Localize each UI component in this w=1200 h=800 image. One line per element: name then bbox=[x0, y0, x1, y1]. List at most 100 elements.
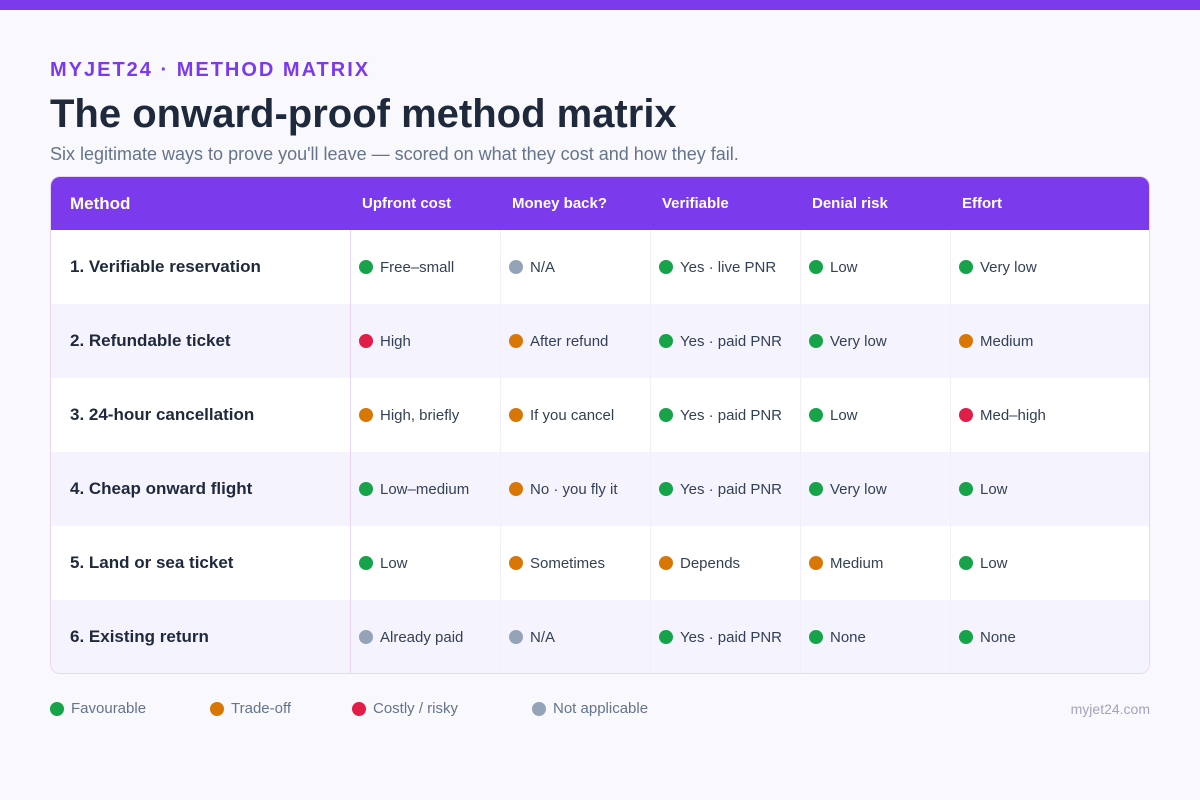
legend-item-costly-risky: Costly / risky bbox=[352, 700, 458, 717]
status-dot-icon bbox=[659, 334, 673, 348]
status-dot-icon bbox=[809, 260, 823, 274]
status-dot-icon bbox=[659, 556, 673, 570]
table-cell: Medium bbox=[801, 526, 951, 600]
page-subtitle: Six legitimate ways to prove you'll leav… bbox=[50, 144, 739, 164]
cell-value: After refund bbox=[530, 332, 609, 350]
table-cell: Low bbox=[951, 452, 1101, 526]
table-cell: Low bbox=[351, 526, 501, 600]
status-dot-icon bbox=[532, 701, 546, 716]
cell-value: High bbox=[380, 332, 411, 350]
status-dot-icon bbox=[809, 556, 823, 570]
cell-value: Already paid bbox=[380, 628, 464, 646]
cell-value: Yes · paid PNR bbox=[680, 480, 782, 498]
status-dot-icon bbox=[959, 630, 973, 644]
footer-url: myjet24.com bbox=[1070, 701, 1150, 717]
status-dot-icon bbox=[809, 482, 823, 496]
method-matrix-table: Method Upfront cost Money back? Verifiab… bbox=[50, 176, 1150, 674]
status-dot-icon bbox=[359, 408, 373, 422]
cell-value: Medium bbox=[830, 554, 884, 572]
status-dot-icon bbox=[359, 482, 373, 496]
table-cell: Very low bbox=[801, 304, 951, 378]
header-denial-risk: Denial risk bbox=[812, 195, 888, 212]
status-dot-icon bbox=[509, 408, 523, 422]
legend-label: Trade-off bbox=[231, 700, 292, 717]
method-name: 1. Verifiable reservation bbox=[51, 230, 351, 304]
cell-value: Yes · paid PNR bbox=[680, 332, 782, 350]
table-cell: Yes · paid PNR bbox=[651, 378, 801, 452]
method-name: 2. Refundable ticket bbox=[51, 304, 351, 378]
status-dot-icon bbox=[509, 260, 523, 274]
table-cell: N/A bbox=[501, 230, 651, 304]
table-cell: If you cancel bbox=[501, 378, 651, 452]
cell-value: Medium bbox=[980, 332, 1034, 350]
table-cell: Very low bbox=[801, 452, 951, 526]
legend-label: Not applicable bbox=[553, 700, 649, 717]
cell-value: Low bbox=[980, 480, 1008, 498]
cell-value: N/A bbox=[530, 628, 556, 646]
cell-value: Very low bbox=[830, 480, 887, 498]
legend-item-trade-off: Trade-off bbox=[210, 700, 291, 717]
status-dot-icon bbox=[509, 630, 523, 644]
table-cell: Med–high bbox=[951, 378, 1101, 452]
table-cell: Low bbox=[801, 230, 951, 304]
status-dot-icon bbox=[659, 408, 673, 422]
cell-value: Low bbox=[380, 554, 408, 572]
status-dot-icon bbox=[359, 334, 373, 348]
table-cell: Yes · paid PNR bbox=[651, 452, 801, 526]
table-cell: Low bbox=[951, 526, 1101, 600]
table-cell: Depends bbox=[651, 526, 801, 600]
top-accent-bar bbox=[0, 0, 1200, 10]
table-cell: High bbox=[351, 304, 501, 378]
status-dot-icon bbox=[359, 260, 373, 274]
cell-value: N/A bbox=[530, 258, 556, 276]
table-cell: Already paid bbox=[351, 600, 501, 673]
table-header: Method Upfront cost Money back? Verifiab… bbox=[51, 177, 1149, 230]
table-cell: Low–medium bbox=[351, 452, 501, 526]
cell-value: No · you fly it bbox=[530, 480, 618, 498]
cell-value: Low bbox=[830, 406, 858, 424]
table-cell: Yes · paid PNR bbox=[651, 304, 801, 378]
brand-eyebrow: MYJET24 · METHOD MATRIX bbox=[50, 59, 371, 81]
status-dot-icon bbox=[659, 482, 673, 496]
header-upfront-cost: Upfront cost bbox=[362, 195, 452, 212]
table-cell: Free–small bbox=[351, 230, 501, 304]
legend-item-not-applicable: Not applicable bbox=[532, 700, 648, 717]
table-cell: N/A bbox=[501, 600, 651, 673]
status-dot-icon bbox=[210, 701, 224, 716]
table-cell: Very low bbox=[951, 230, 1101, 304]
cell-value: Low bbox=[830, 258, 858, 276]
status-dot-icon bbox=[352, 701, 366, 716]
method-name: 6. Existing return bbox=[51, 600, 351, 673]
status-dot-icon bbox=[959, 260, 973, 274]
table-row: 2. Refundable ticket High After refund Yes … bbox=[51, 304, 1149, 378]
table-row: 5. Land or sea ticket Low Sometimes Depends… bbox=[51, 526, 1149, 600]
status-dot-icon bbox=[359, 556, 373, 570]
cell-value: Yes · live PNR bbox=[680, 258, 777, 276]
header-money-back: Money back? bbox=[512, 195, 608, 212]
status-dot-icon bbox=[959, 408, 973, 422]
status-dot-icon bbox=[659, 260, 673, 274]
table-cell: None bbox=[951, 600, 1101, 673]
table-row: 1. Verifiable reservation Free–small N/A Ye… bbox=[51, 230, 1149, 304]
status-dot-icon bbox=[959, 482, 973, 496]
legend-label: Costly / risky bbox=[373, 700, 459, 717]
cell-value: If you cancel bbox=[530, 406, 615, 424]
table-cell: High, briefly bbox=[351, 378, 501, 452]
cell-value: Sometimes bbox=[530, 554, 606, 572]
header-method: Method bbox=[70, 193, 131, 213]
cell-value: Free–small bbox=[380, 258, 455, 276]
legend-label: Favourable bbox=[71, 700, 147, 717]
cell-value: Low–medium bbox=[380, 480, 470, 498]
status-dot-icon bbox=[509, 556, 523, 570]
table-cell: Yes · live PNR bbox=[651, 230, 801, 304]
cell-value: Very low bbox=[830, 332, 887, 350]
cell-value: Med–high bbox=[980, 406, 1046, 424]
header-verifiable: Verifiable bbox=[662, 195, 729, 212]
status-dot-icon bbox=[359, 630, 373, 644]
legend: Favourable Trade-off Costly / risky Not … bbox=[50, 700, 1150, 718]
table-body: 1. Verifiable reservation Free–small N/A Ye… bbox=[51, 230, 1149, 673]
method-name: 5. Land or sea ticket bbox=[51, 526, 351, 600]
method-name: 3. 24-hour cancellation bbox=[51, 378, 351, 452]
table-row: 4. Cheap onward flight Low–medium No · you… bbox=[51, 452, 1149, 526]
cell-value: Low bbox=[980, 554, 1008, 572]
